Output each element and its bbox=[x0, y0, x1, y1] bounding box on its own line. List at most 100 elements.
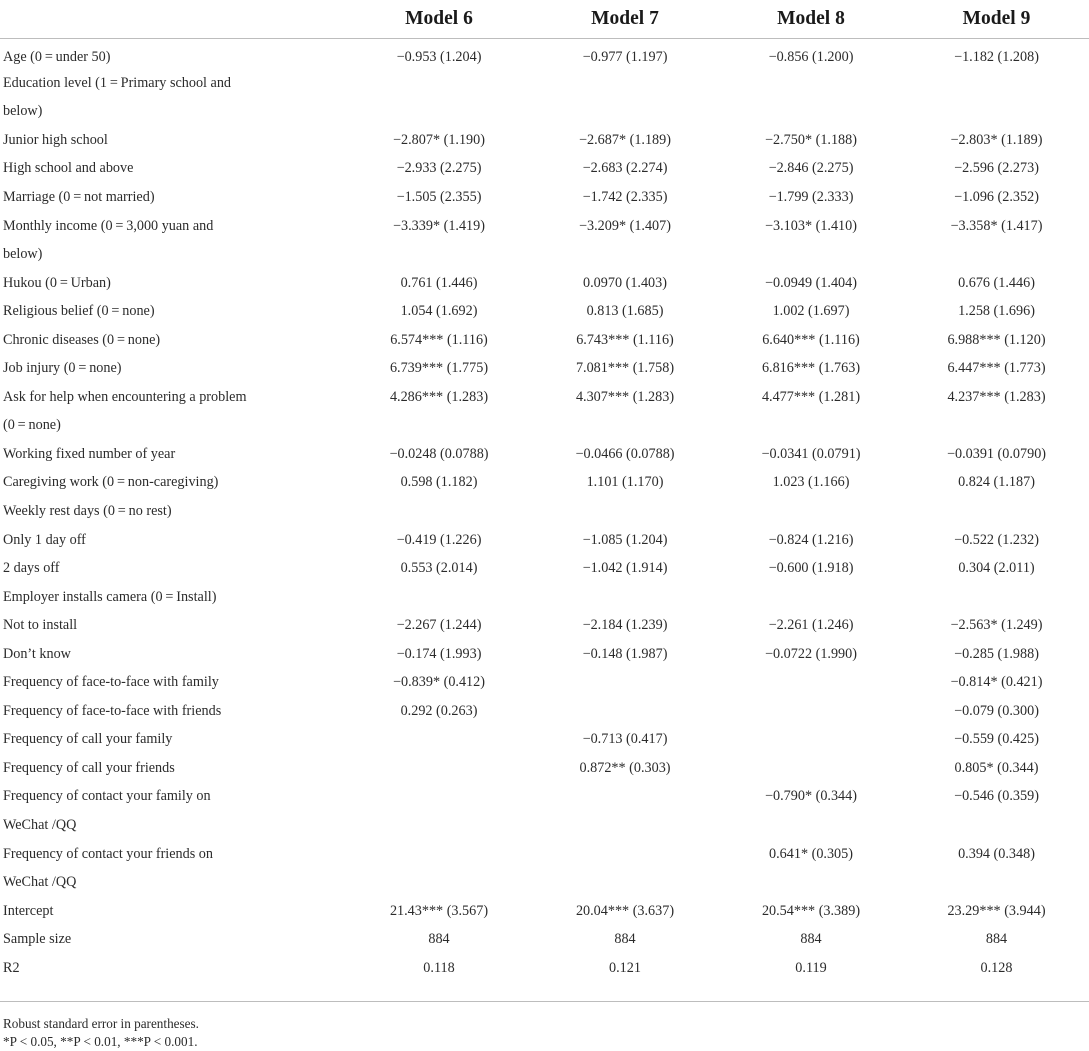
row-label: Monthly income (0 = 3,000 yuan and bbox=[3, 217, 214, 234]
table-row: Junior high school −2.807* (1.190) −2.687*… bbox=[0, 126, 1089, 155]
table-row: Frequency of call your family −0.713 (0.4… bbox=[0, 726, 1089, 755]
cell-model-6: 0.761 (1.446) bbox=[400, 274, 478, 291]
cell-model-8: 1.002 (1.697) bbox=[772, 303, 850, 320]
cell-model-8 bbox=[718, 811, 904, 840]
cell-model-6: −3.339* (1.419) bbox=[393, 217, 485, 234]
cell-model-9 bbox=[904, 98, 1089, 127]
table-row: Caregiving work (0 = non-caregiving) 0.59… bbox=[0, 469, 1089, 498]
cell-model-9: −0.079 (0.300) bbox=[954, 702, 1039, 719]
cell-model-7: −0.977 (1.197) bbox=[582, 48, 668, 65]
cell-model-9: 0.394 (0.348) bbox=[958, 845, 1035, 862]
row-label: 2 days off bbox=[3, 560, 60, 577]
cell-model-7: −0.713 (0.417) bbox=[582, 731, 668, 748]
cell-model-8: −2.750* (1.188) bbox=[765, 131, 857, 148]
row-label: Frequency of contact your family on bbox=[3, 788, 211, 805]
cell-model-7: −2.687* (1.189) bbox=[579, 131, 671, 148]
table-row: WeChat /QQ bbox=[0, 811, 1089, 840]
cell-model-7 bbox=[532, 98, 718, 127]
cell-model-8: −0.0722 (1.990) bbox=[765, 645, 857, 662]
row-label: (0 = none) bbox=[3, 417, 61, 434]
cell-model-7 bbox=[532, 69, 718, 98]
cell-model-6: −2.267 (1.244) bbox=[396, 617, 482, 634]
cell-model-7 bbox=[532, 240, 718, 269]
cell-model-8 bbox=[718, 583, 904, 612]
cell-model-6 bbox=[346, 840, 532, 869]
cell-model-8: 884 bbox=[800, 931, 822, 948]
cell-model-8 bbox=[718, 240, 904, 269]
cell-model-7: −0.148 (1.987) bbox=[582, 645, 668, 662]
regression-table-container: Model 6 Model 7 Model 8 Model 9 Age (0 =… bbox=[0, 0, 1089, 976]
cell-model-9: 6.447*** (1.773) bbox=[947, 360, 1046, 377]
cell-model-8: 4.477*** (1.281) bbox=[761, 388, 861, 405]
cell-model-9: −0.814* (0.421) bbox=[950, 674, 1043, 691]
table-row: Religious belief (0 = none) 1.054 (1.692)… bbox=[0, 297, 1089, 326]
cell-model-9: −0.522 (1.232) bbox=[954, 531, 1039, 548]
cell-model-7: 884 bbox=[614, 931, 636, 948]
cell-model-9: −0.0391 (0.0790) bbox=[946, 445, 1047, 462]
row-label: Marriage (0 = not married) bbox=[3, 188, 155, 205]
row-label: Frequency of contact your friends on bbox=[3, 845, 213, 862]
cell-model-8 bbox=[718, 868, 904, 897]
table-row: 2 days off 0.553 (2.014) −1.042 (1.914) −0.… bbox=[0, 554, 1089, 583]
cell-model-8: −0.0341 (0.0791) bbox=[761, 445, 861, 462]
cell-model-7: −1.042 (1.914) bbox=[582, 560, 668, 577]
cell-model-9: −3.358* (1.417) bbox=[950, 217, 1043, 234]
table-row: Sample size 884 884 884 884 bbox=[0, 925, 1089, 954]
footnote-standard-error: Robust standard error in parentheses. bbox=[3, 1016, 199, 1031]
table-row: Frequency of face-to-face with family −0.… bbox=[0, 668, 1089, 697]
table-row: Frequency of face-to-face with friends 0.… bbox=[0, 697, 1089, 726]
table-row: below) bbox=[0, 98, 1089, 127]
header-model-6: Model 6 bbox=[346, 0, 532, 39]
header-label-column bbox=[0, 0, 346, 39]
cell-model-7: 0.121 bbox=[609, 959, 641, 976]
row-label: Hukou (0 = Urban) bbox=[3, 274, 111, 291]
cell-model-7: 20.04*** (3.637) bbox=[575, 902, 675, 919]
row-label: Sample size bbox=[3, 931, 72, 948]
cell-model-7: −1.085 (1.204) bbox=[582, 531, 668, 548]
table-row: Chronic diseases (0 = none) 6.574*** (1.1… bbox=[0, 326, 1089, 355]
header-model-8: Model 8 bbox=[718, 0, 904, 39]
cell-model-9: 884 bbox=[985, 931, 1008, 948]
cell-model-6 bbox=[346, 754, 532, 783]
row-label: Education level (1 = Primary school and bbox=[3, 74, 232, 91]
table-footnotes: Robust standard error in parentheses. *P… bbox=[3, 1015, 199, 1051]
table-row: Age (0 = under 50) −0.953 (1.204) −0.977 (… bbox=[0, 39, 1089, 70]
row-label: Caregiving work (0 = non-caregiving) bbox=[3, 474, 219, 491]
cell-model-9: 4.237*** (1.283) bbox=[947, 388, 1046, 405]
cell-model-6: 0.598 (1.182) bbox=[400, 474, 478, 491]
table-row: Frequency of contact your friends on 0.64… bbox=[0, 840, 1089, 869]
cell-model-9: 0.128 bbox=[980, 959, 1013, 976]
table-row: Frequency of contact your family on −0.79… bbox=[0, 783, 1089, 812]
cell-model-6: −0.953 (1.204) bbox=[396, 48, 482, 65]
row-label: Frequency of face-to-face with friends bbox=[3, 702, 222, 719]
cell-model-7: 4.307*** (1.283) bbox=[575, 388, 675, 405]
row-label: Religious belief (0 = none) bbox=[3, 303, 155, 320]
table-row: Employer installs camera (0 = Install) bbox=[0, 583, 1089, 612]
cell-model-6 bbox=[346, 98, 532, 127]
row-label: Ask for help when encountering a problem bbox=[3, 388, 247, 405]
row-label: Don’t know bbox=[3, 645, 71, 662]
cell-model-9: −2.803* (1.189) bbox=[950, 131, 1043, 148]
cell-model-8 bbox=[718, 754, 904, 783]
cell-model-8: −2.846 (2.275) bbox=[768, 160, 854, 177]
cell-model-8 bbox=[718, 697, 904, 726]
table-row: below) bbox=[0, 240, 1089, 269]
row-label: High school and above bbox=[3, 160, 134, 177]
cell-model-6 bbox=[346, 783, 532, 812]
cell-model-7 bbox=[532, 412, 718, 441]
cell-model-8: 0.119 bbox=[795, 959, 827, 976]
cell-model-9: 1.258 (1.696) bbox=[958, 303, 1035, 320]
row-label: Job injury (0 = none) bbox=[3, 360, 122, 377]
row-label: below) bbox=[3, 103, 43, 120]
row-label: Junior high school bbox=[3, 131, 108, 148]
cell-model-6: −0.419 (1.226) bbox=[396, 531, 482, 548]
cell-model-7 bbox=[532, 497, 718, 526]
table-row: (0 = none) bbox=[0, 412, 1089, 441]
cell-model-9 bbox=[904, 583, 1089, 612]
row-label: Employer installs camera (0 = Install) bbox=[3, 588, 217, 605]
table-row: Don’t know −0.174 (1.993) −0.148 (1.987) −0… bbox=[0, 640, 1089, 669]
cell-model-6: 0.553 (2.014) bbox=[400, 560, 478, 577]
cell-model-8: 6.816*** (1.763) bbox=[761, 360, 861, 377]
cell-model-8 bbox=[718, 668, 904, 697]
table-row: Education level (1 = Primary school and bbox=[0, 69, 1089, 98]
